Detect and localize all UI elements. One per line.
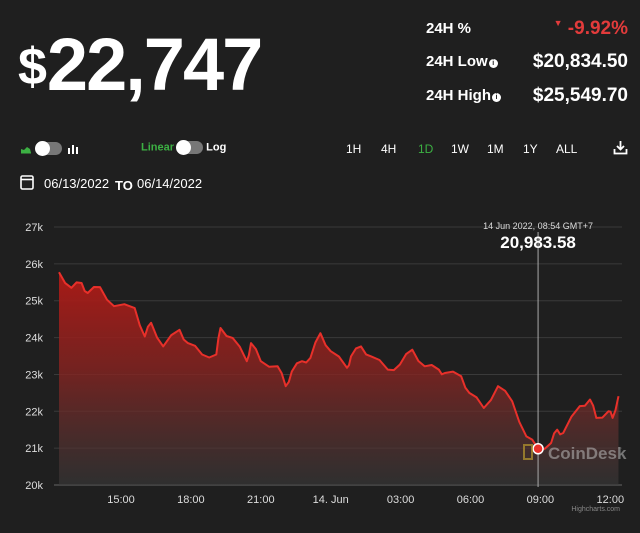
calendar-icon[interactable] (20, 174, 34, 190)
price-value: 22,747 (46, 23, 263, 106)
bar-chart-icon[interactable] (67, 144, 79, 154)
scale-toggle[interactable]: Linear Log (141, 140, 227, 155)
x-tick-label: 12:00 (597, 494, 625, 506)
scale-linear-label[interactable]: Linear (141, 141, 175, 154)
tooltip-value: 20,983.58 (500, 233, 576, 252)
stat-24h-low-label: 24H Low i (426, 53, 498, 70)
range-1d[interactable]: 1D (418, 142, 434, 156)
coindesk-logo-icon (523, 444, 533, 460)
stat-24h-change-value: ▼ -9.92% (554, 18, 628, 40)
y-tick-label: 20k (25, 480, 43, 492)
chart-type-toggle[interactable] (20, 140, 79, 158)
stat-24h-change-label: 24H % (426, 20, 472, 37)
x-tick-label: 15:00 (107, 494, 135, 506)
stat-24h-high-label: 24H High i (426, 87, 502, 104)
range-1h[interactable]: 1H (346, 142, 362, 156)
currency-symbol: $ (18, 38, 47, 96)
scale-switch[interactable] (176, 140, 204, 155)
range-1w[interactable]: 1W (451, 142, 469, 156)
coindesk-watermark: CoinDesk (548, 444, 627, 463)
x-tick-label: 03:00 (387, 494, 415, 506)
range-4h[interactable]: 4H (381, 142, 397, 156)
price-line (58, 271, 620, 450)
stat-24h-low-value: $20,834.50 (532, 51, 628, 72)
y-tick-label: 24k (25, 333, 43, 345)
current-price: $22,747 (18, 22, 263, 107)
down-triangle-icon: ▼ (553, 18, 563, 28)
area-chart-icon[interactable] (20, 144, 32, 154)
stat-24h-high-value: $25,549.70 (532, 85, 628, 106)
y-tick-label: 26k (25, 259, 43, 271)
x-tick-label: 06:00 (457, 494, 485, 506)
x-tick-label: 18:00 (177, 494, 205, 506)
range-all[interactable]: ALL (556, 142, 578, 156)
scale-log-label[interactable]: Log (206, 141, 227, 154)
range-1m[interactable]: 1M (487, 142, 504, 156)
date-from[interactable]: 06/13/2022 (44, 176, 110, 191)
date-to-label: TO (115, 178, 133, 193)
tooltip-time: 14 Jun 2022, 08:54 GMT+7 (483, 221, 593, 231)
low-label-text: 24H Low (426, 53, 488, 70)
y-tick-label: 21k (25, 443, 43, 455)
x-tick-label: 14. Jun (313, 494, 349, 506)
y-tick-label: 27k (25, 222, 43, 234)
range-1y[interactable]: 1Y (523, 142, 538, 156)
price-area-fill (59, 272, 619, 486)
price-chart[interactable]: 20k 21k 22k 23k 24k 25k 26k 27k 15:00 18:00 21:00 1… (0, 210, 640, 533)
change-value: -9.92% (567, 18, 628, 39)
hover-point-marker[interactable] (532, 442, 544, 455)
y-tick-label: 22k (25, 406, 43, 418)
highcharts-credit[interactable]: Highcharts.com (571, 506, 620, 513)
download-icon[interactable] (613, 140, 628, 155)
date-to[interactable]: 06/14/2022 (137, 176, 203, 191)
y-tick-label: 25k (25, 296, 43, 308)
chart-type-switch[interactable] (35, 141, 63, 157)
y-tick-label: 23k (25, 369, 43, 381)
high-label-text: 24H High (426, 87, 492, 104)
info-icon[interactable]: i (488, 59, 498, 68)
info-icon[interactable]: i (492, 93, 502, 102)
x-tick-label: 09:00 (527, 494, 555, 506)
x-tick-label: 21:00 (247, 494, 275, 506)
